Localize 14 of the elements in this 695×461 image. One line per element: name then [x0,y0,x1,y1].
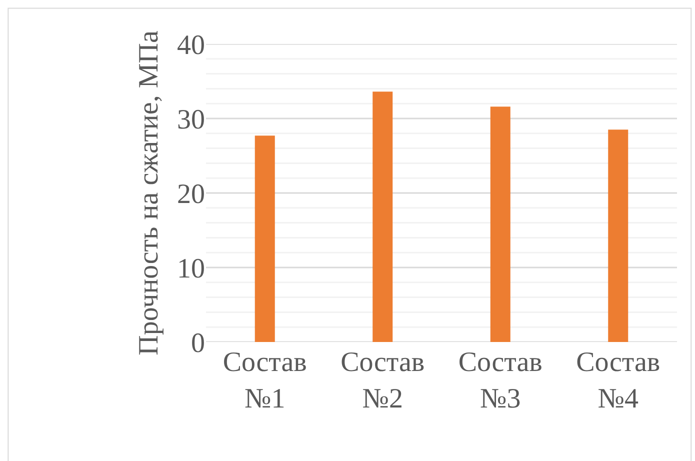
x-tick-label: Состав №4 [576,347,660,414]
bar [254,136,275,342]
x-tick-label: Состав №3 [458,347,542,414]
y-tick-label: 20 [177,178,205,210]
y-tick-label: 0 [191,328,205,359]
y-tick-label: 30 [177,104,205,136]
y-tick-label: 40 [177,30,205,61]
y-tick-label: 10 [177,253,205,284]
y-axis-title: Прочность на сжатие, МПа [134,30,165,356]
bar [608,130,628,342]
bar [372,92,393,342]
x-tick-label: Состав №2 [340,347,425,414]
x-tick-label: Состав №1 [222,347,307,414]
bar [490,106,510,342]
